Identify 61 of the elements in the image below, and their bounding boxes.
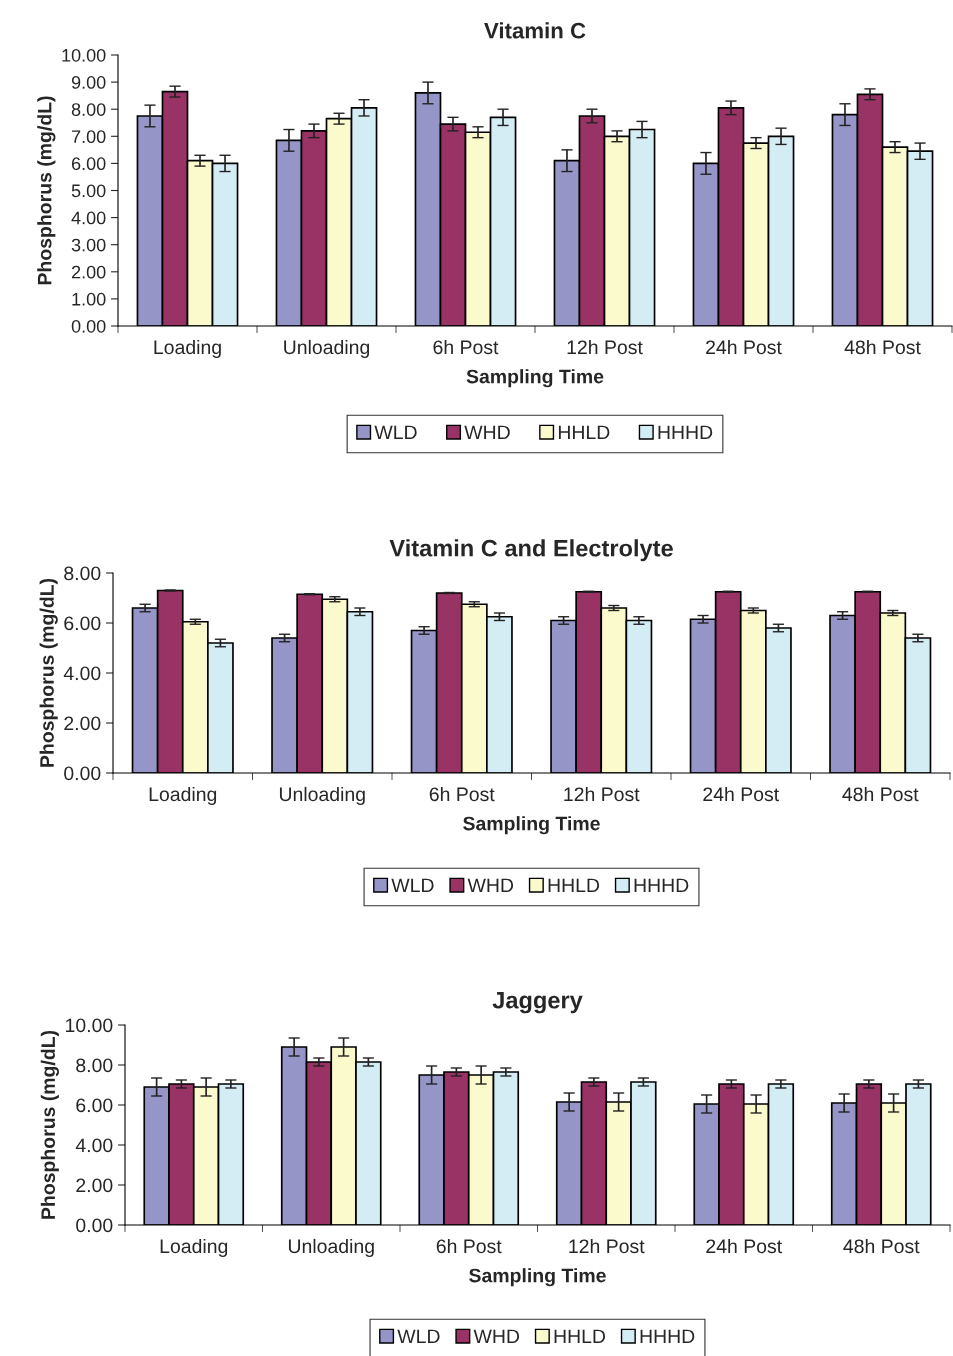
x-tick-label: 48h Post [842, 786, 919, 802]
x-tick-label: 24h Post [706, 339, 782, 355]
chart-title: Jaggery [492, 992, 583, 1014]
x-tick-label: Loading [154, 339, 221, 359]
x-tick-label: 12h Post [564, 786, 640, 802]
chart-title: Vitamin C and Electrolyte [389, 539, 673, 562]
x-tick-label: 48h Post [844, 339, 921, 355]
legend-label: WHD [473, 1329, 520, 1344]
x-axis-title: Sampling Time [463, 816, 600, 835]
x-tick-label: Unloading [279, 786, 365, 806]
legend-label: HHHD [634, 878, 689, 893]
y-tick-label: 8.00 [76, 1058, 113, 1073]
x-tick-label: 12h Post [567, 339, 643, 355]
legend-label: HHLD [554, 1329, 606, 1344]
y-tick-label: 4.00 [75, 1138, 113, 1153]
y-tick-label: 0.00 [64, 766, 101, 781]
x-tick-label: 12h Post [569, 1238, 645, 1254]
legend-label: HHHD [658, 425, 713, 440]
legend-label: WHD [467, 878, 514, 893]
y-tick-label: 3.00 [71, 238, 106, 252]
y-tick-label: 5.00 [71, 184, 106, 198]
y-tick-label: 10.00 [66, 1018, 113, 1033]
x-tick-label: Loading [160, 1238, 228, 1258]
chart-title: Vitamin C [484, 22, 586, 39]
x-axis-title: Sampling Time [469, 1268, 606, 1287]
x-axis-title: Sampling Time [466, 369, 604, 388]
legend-label: WLD [397, 1329, 440, 1344]
y-tick-label: 2.00 [64, 716, 101, 731]
y-tick-label: 6.00 [76, 1098, 113, 1113]
x-tick-label: 24h Post [703, 786, 779, 802]
y-tick-label: 6.00 [64, 616, 101, 631]
y-tick-label: 4.00 [63, 666, 101, 681]
y-tick-label: 2.00 [71, 265, 106, 279]
legend-label: WLD [391, 878, 434, 893]
y-tick-label: 0.00 [76, 1218, 113, 1233]
legend-label: HHLD [558, 425, 610, 440]
x-tick-label: Unloading [284, 339, 370, 359]
legend-label: WLD [374, 425, 417, 440]
y-axis-title: Phosphorus (mg/dL) [39, 578, 58, 767]
x-tick-label: Unloading [288, 1238, 374, 1258]
y-tick-label: 0.00 [71, 319, 106, 333]
y-tick-label: 7.00 [71, 130, 106, 144]
legend-label: HHLD [548, 878, 600, 893]
y-tick-label: 1.00 [72, 292, 106, 306]
x-tick-label: 48h Post [843, 1238, 920, 1254]
x-tick-label: 24h Post [706, 1238, 782, 1254]
x-tick-label: Loading [149, 786, 217, 806]
y-tick-label: 6.00 [71, 157, 106, 171]
y-axis-title: Phosphorus (mg/dL) [37, 96, 56, 285]
y-tick-label: 2.00 [76, 1178, 113, 1193]
legend-label: WHD [464, 425, 510, 440]
x-tick-label: 6h Post [436, 1238, 502, 1254]
x-tick-label: 6h Post [429, 786, 495, 802]
y-tick-label: 8.00 [71, 103, 106, 116]
y-tick-label: 10.00 [62, 48, 106, 62]
y-tick-label: 9.00 [71, 76, 106, 89]
legend-label: HHHD [640, 1329, 695, 1344]
y-axis-title: Phosphorus (mg/dL) [40, 1030, 59, 1219]
y-tick-label: 8.00 [64, 566, 101, 581]
x-tick-label: 6h Post [433, 339, 499, 355]
y-tick-label: 4.00 [71, 211, 106, 225]
